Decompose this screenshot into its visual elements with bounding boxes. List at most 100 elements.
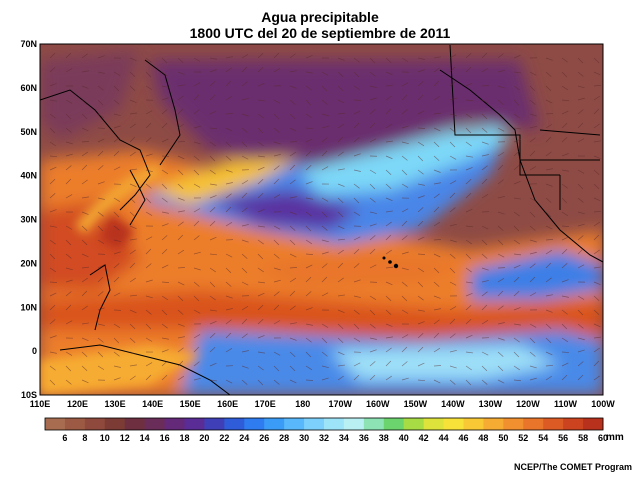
wind-barb bbox=[177, 108, 184, 115]
wind-barb bbox=[65, 165, 72, 171]
wind-barb bbox=[417, 321, 425, 325]
wind-barb bbox=[465, 281, 473, 284]
wind-barb bbox=[433, 155, 440, 161]
wind-barb bbox=[465, 82, 473, 87]
wind-barb bbox=[513, 264, 521, 269]
wind-barb bbox=[97, 307, 105, 311]
wind-barb bbox=[241, 306, 249, 311]
colorbar-swatch bbox=[124, 418, 146, 430]
wind-barb bbox=[305, 264, 313, 269]
wind-barb bbox=[49, 127, 56, 134]
wind-barb bbox=[593, 375, 600, 381]
wind-barb bbox=[305, 55, 313, 59]
wind-barb bbox=[145, 110, 153, 115]
wind-barb bbox=[177, 309, 184, 315]
wind-barb bbox=[193, 281, 200, 287]
wind-barb bbox=[353, 211, 361, 217]
wind-barb bbox=[161, 71, 168, 77]
wind-barb bbox=[49, 209, 57, 213]
wind-barb bbox=[49, 281, 58, 283]
wind-barb bbox=[529, 263, 536, 269]
wind-barb bbox=[289, 225, 296, 231]
wind-barb bbox=[49, 113, 56, 119]
wind-barb bbox=[241, 350, 249, 353]
wind-barb bbox=[81, 253, 89, 258]
colorbar-tick-label: 46 bbox=[458, 433, 468, 443]
colorbar-swatch bbox=[304, 418, 325, 430]
wind-barb bbox=[305, 150, 312, 157]
colorbar-swatch bbox=[423, 418, 445, 430]
wind-barb bbox=[449, 113, 457, 117]
wind-barb bbox=[257, 335, 265, 339]
wind-barb bbox=[273, 379, 280, 385]
wind-barb bbox=[545, 168, 553, 171]
wind-barb bbox=[65, 52, 72, 59]
wind-barb bbox=[353, 263, 360, 269]
wind-barb bbox=[65, 291, 72, 297]
wind-barb bbox=[129, 375, 136, 381]
wind-barb bbox=[81, 305, 88, 311]
wind-barb bbox=[481, 85, 490, 87]
wind-barb bbox=[417, 295, 424, 301]
wind-barb bbox=[593, 309, 600, 316]
wind-barb bbox=[449, 155, 457, 160]
wind-barb bbox=[401, 295, 408, 302]
wind-barb bbox=[289, 99, 296, 105]
wind-barb bbox=[177, 57, 184, 63]
wind-barb bbox=[401, 208, 409, 213]
wind-barb bbox=[481, 67, 489, 73]
wind-barb bbox=[577, 374, 584, 381]
colorbar-tick-label: 42 bbox=[419, 433, 429, 443]
wind-barb bbox=[225, 348, 233, 353]
wind-barb bbox=[145, 197, 152, 204]
wind-barb bbox=[321, 211, 328, 218]
colorbar-tick-label: 10 bbox=[100, 433, 110, 443]
wind-barb bbox=[561, 197, 568, 204]
wind-barb bbox=[593, 123, 600, 129]
wind-barb bbox=[305, 211, 312, 217]
wind-barb bbox=[577, 337, 585, 341]
wind-barb bbox=[401, 141, 409, 145]
wind-barb bbox=[481, 113, 488, 120]
lon-tick-label: 180 bbox=[295, 399, 310, 409]
wind-barb bbox=[385, 197, 393, 201]
colorbar-swatch bbox=[543, 418, 564, 430]
wind-barb bbox=[529, 337, 536, 344]
wind-barb bbox=[369, 374, 376, 381]
wind-barb bbox=[193, 57, 201, 62]
wind-barb bbox=[385, 57, 392, 64]
wind-barb bbox=[593, 336, 601, 339]
wind-barb bbox=[433, 319, 440, 325]
wind-barb bbox=[577, 169, 585, 174]
wind-barb bbox=[129, 249, 136, 255]
wind-barb bbox=[305, 138, 313, 143]
wind-barb bbox=[177, 95, 184, 101]
colorbar-tick-label: 48 bbox=[478, 433, 488, 443]
wind-barb bbox=[337, 211, 344, 218]
wind-barb bbox=[225, 95, 233, 101]
wind-barb bbox=[177, 155, 185, 160]
wind-barb bbox=[577, 138, 585, 143]
wind-barb bbox=[241, 81, 248, 87]
wind-barb bbox=[177, 375, 185, 381]
wind-barb bbox=[337, 136, 344, 143]
wind-barb bbox=[49, 304, 56, 311]
wind-barb bbox=[465, 66, 472, 73]
wind-barb bbox=[289, 351, 296, 357]
wind-barb bbox=[129, 277, 136, 283]
wind-barb bbox=[129, 57, 137, 62]
wind-barb bbox=[401, 251, 409, 255]
wind-barb bbox=[433, 308, 441, 311]
wind-barb bbox=[305, 113, 313, 119]
wind-barb bbox=[145, 236, 153, 241]
wind-barb bbox=[225, 193, 232, 199]
wind-barb bbox=[129, 294, 137, 297]
wind-barb bbox=[513, 85, 520, 91]
wind-barb bbox=[577, 122, 584, 129]
wind-barb bbox=[321, 276, 328, 283]
wind-barb bbox=[209, 155, 216, 162]
wind-barb bbox=[273, 267, 281, 271]
wind-barb bbox=[385, 71, 393, 76]
wind-barb bbox=[209, 346, 216, 353]
